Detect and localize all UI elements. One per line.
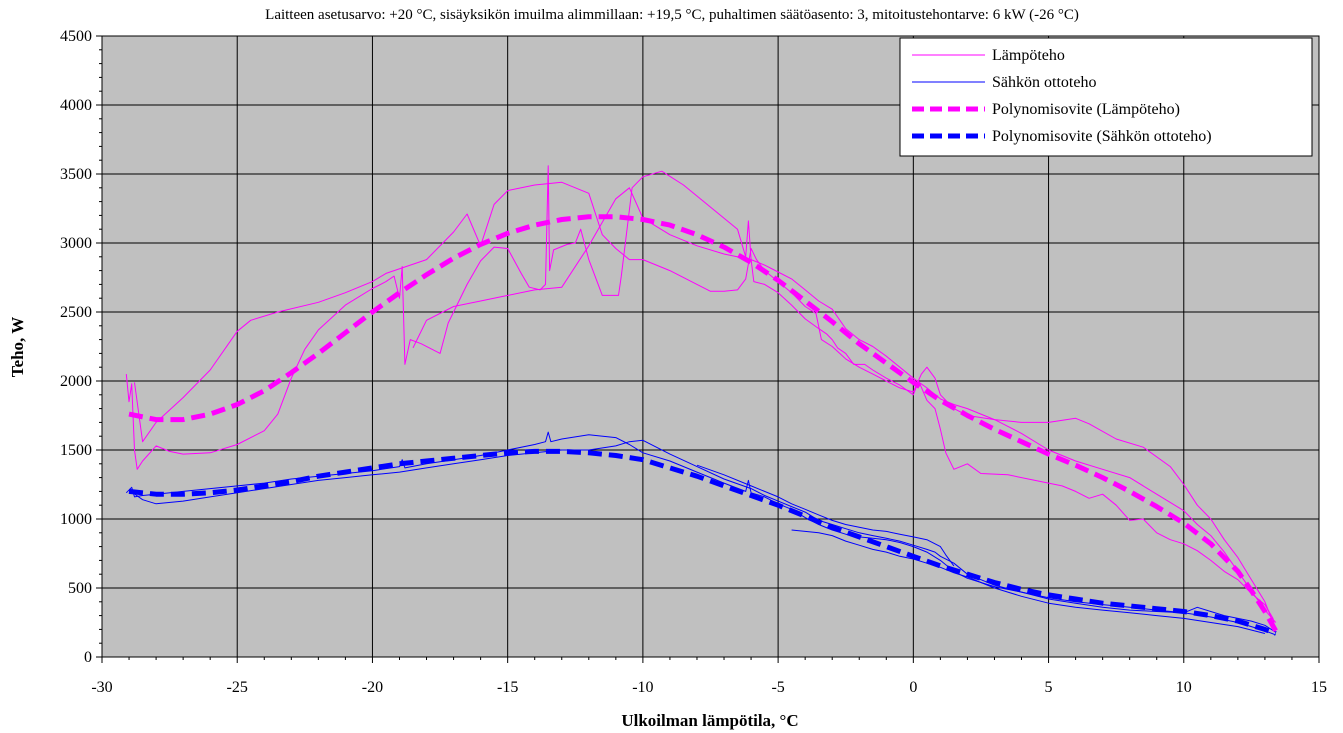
x-tick-label: -25 bbox=[227, 679, 248, 696]
y-tick-label: 1500 bbox=[60, 442, 92, 459]
series-0-line-1 bbox=[134, 181, 1277, 630]
y-tick-label: 500 bbox=[68, 580, 92, 597]
series-1-line-1 bbox=[128, 439, 1276, 633]
x-tick-label: -5 bbox=[771, 679, 784, 696]
y-tick-label: 1000 bbox=[60, 511, 92, 528]
x-tick-label: -20 bbox=[362, 679, 383, 696]
x-tick-label: 10 bbox=[1176, 679, 1192, 696]
x-axis-title: Ulkoilman lämpötila, °C bbox=[621, 711, 798, 730]
y-tick-label: 4000 bbox=[60, 97, 92, 114]
axes bbox=[96, 35, 1320, 663]
legend-label: Polynomisovite (Lämpöteho) bbox=[992, 101, 1180, 118]
tick-labels: -30 -25 -20 -15 -10 -5 0 5 10 15 0 500 1000 1500 2000 2… bbox=[60, 28, 1327, 696]
y-tick-label: 3000 bbox=[60, 235, 92, 252]
x-tick-label: -10 bbox=[632, 679, 653, 696]
legend-label: Sähkön ottoteho bbox=[992, 74, 1096, 91]
legend-label: Polynomisovite (Sähkön ottoteho) bbox=[992, 128, 1212, 145]
x-tick-label: 5 bbox=[1045, 679, 1053, 696]
series-1-line-2 bbox=[696, 464, 955, 567]
series-2-trendline bbox=[128, 214, 1278, 633]
x-tick-label: 15 bbox=[1311, 679, 1327, 696]
y-axis-title: Teho, W bbox=[8, 317, 27, 377]
y-tick-label: 4500 bbox=[60, 28, 92, 45]
series-0-line-2 bbox=[412, 187, 1277, 623]
y-tick-label: 2000 bbox=[60, 373, 92, 390]
x-tick-label: 0 bbox=[909, 679, 917, 696]
chart-title: Laitteen asetusarvo: +20 °C, sisäyksikön… bbox=[265, 7, 1079, 23]
y-tick-label: 2500 bbox=[60, 304, 92, 321]
series-lines bbox=[125, 165, 1278, 636]
grid-lines bbox=[102, 36, 1319, 657]
x-tick-label: -30 bbox=[91, 679, 112, 696]
series-3-trendline bbox=[128, 448, 1277, 636]
series-1-line-3 bbox=[791, 529, 1266, 634]
y-tick-label: 0 bbox=[84, 649, 92, 666]
legend: Lämpöteho Sähkön ottoteho Polynomisovite (… bbox=[899, 37, 1313, 157]
legend-label: Lämpöteho bbox=[992, 47, 1065, 64]
x-tick-label: -15 bbox=[497, 679, 518, 696]
y-tick-label: 3500 bbox=[60, 166, 92, 183]
series-0-line-0 bbox=[125, 165, 1277, 633]
